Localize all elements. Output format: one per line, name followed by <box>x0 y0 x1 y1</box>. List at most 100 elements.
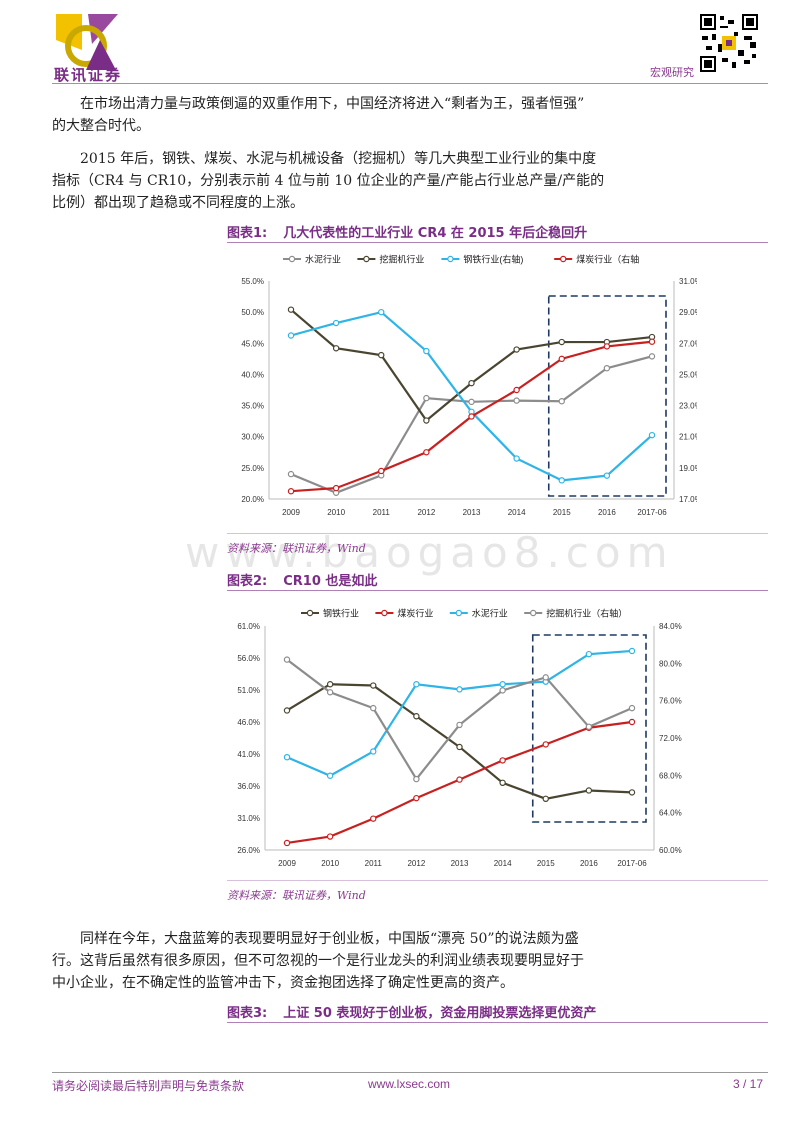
chart-1-series-1-point <box>332 345 340 352</box>
chart-1-y2-tick-label: 23.0% <box>679 402 697 411</box>
chart-1-series-2-point <box>423 347 430 355</box>
chart-2-series-1-point <box>283 839 291 847</box>
chart-2: 26.0% 31.0% 36.0% 41.0% 46.0% 51.0% 56.0% 61.0%… <box>227 596 697 878</box>
chart-2-x-tick-label: 2010 <box>321 859 339 868</box>
chart-2-legend-marker-2 <box>455 609 462 617</box>
figure-3-title: 图表3: 上证 50 表现好于创业板，资金用脚投票选择更优资产 <box>227 1002 596 1021</box>
chart-2-y2-tick-label: 84.0% <box>659 622 682 631</box>
figure-1-number: 图表1: <box>227 226 268 241</box>
figure-1-bottom-rule <box>227 533 768 534</box>
chart-1-series-0-point <box>468 398 475 406</box>
chart-1-series-1-point <box>468 379 475 387</box>
chart-1-series-1-point <box>378 351 385 359</box>
chart-1-legend-marker-2 <box>447 255 454 263</box>
chart-2-series-0-point <box>628 789 636 796</box>
chart-2-x-tick-label: 2009 <box>278 859 296 868</box>
chart-2-y2-tick-label: 72.0% <box>659 734 682 743</box>
chart-1-series-3-point <box>423 449 430 456</box>
chart-2-series-0-point <box>326 681 334 688</box>
chart-1-y-tick-label: 35.0% <box>241 402 264 411</box>
chart-2-y-tick-label: 26.0% <box>237 846 260 855</box>
paragraph-3-line-3: 中小企业，在不确定性的监管冲击下，资金抱团选择了确定性更高的资产。 <box>52 975 514 991</box>
chart-2-legend-label-0: 钢铁行业 <box>323 608 359 619</box>
chart-1-legend-label-2: 钢铁行业(右轴) <box>463 254 523 265</box>
chart-1-highlight-box <box>547 295 667 497</box>
chart-2-series-1-point <box>456 776 463 783</box>
chart-2-series-1-point <box>628 718 636 726</box>
chart-2-series-1-point <box>326 833 334 840</box>
chart-2-legend-marker-0 <box>306 609 314 617</box>
chart-2-x-tick-label: 2014 <box>494 859 512 868</box>
chart-1-x-tick-label: 2011 <box>373 508 391 517</box>
paragraph-1-line-2: 的大整合时代。 <box>52 118 150 134</box>
chart-1-series-0-point <box>648 353 656 360</box>
figure-2-number: 图表2: <box>227 574 268 589</box>
chart-2-series-3-point <box>370 704 377 712</box>
chart-2-series-1-point <box>542 741 549 748</box>
chart-1-series-1-point <box>558 338 565 346</box>
figure-3-caption: 上证 50 表现好于创业板，资金用脚投票选择更优资产 <box>283 1006 597 1021</box>
chart-1-series-3-point <box>513 386 520 394</box>
chart-1-y2-tick-label: 17.0% <box>679 495 697 504</box>
chart-1-series-1-point <box>423 417 430 424</box>
chart-2-svg: 26.0% 31.0% 36.0% 41.0% 46.0% 51.0% 56.0% 61.0%… <box>237 608 682 869</box>
chart-1-series-1-point <box>513 346 520 353</box>
chart-2-series-0-point <box>456 743 463 751</box>
chart-2-x-tick-label: 2016 <box>580 859 598 868</box>
chart-2-series-3-point <box>456 721 463 729</box>
chart-1-y2-tick-label: 25.0% <box>679 370 697 379</box>
chart-2-series-3-point <box>326 689 334 696</box>
chart-2-series-2-point <box>326 772 334 779</box>
chart-1-svg: 20.0% 25.0% 30.0% 35.0% 40.0% 45.0% 50.0% 55.0%… <box>241 254 701 518</box>
chart-1-series-2-point <box>648 431 656 439</box>
header-divider <box>52 83 768 84</box>
chart-1-series-3-point <box>287 488 295 495</box>
chart-2-series-line-2 <box>286 649 633 777</box>
figure-2-bottom-rule <box>227 880 768 881</box>
chart-2-x-tick-label: 2012 <box>407 859 425 868</box>
chart-1-series-2-point <box>378 308 385 316</box>
chart-1-x-tick-label: 2013 <box>463 508 481 517</box>
chart-1-legend-marker-3 <box>560 255 567 263</box>
chart-2-y-tick-label: 41.0% <box>237 750 260 759</box>
figure-2-caption: CR10 也是如此 <box>283 574 378 589</box>
chart-1-series-0-point <box>423 394 430 402</box>
chart-2-x-tick-label: 2013 <box>451 859 469 868</box>
paragraph-3-line-1: 同样在今年，大盘蓝筹的表现要明显好于创业板，中国版“漂亮 50”的说法颇为盛 <box>80 931 579 947</box>
chart-1-series-3-point <box>603 343 611 350</box>
chart-2-series-3-point <box>542 674 549 681</box>
chart-2-series-2-point <box>456 686 463 693</box>
figure-1-caption: 几大代表性的工业行业 CR4 在 2015 年后企稳回升 <box>283 226 588 241</box>
chart-1-series-2-point <box>332 319 340 327</box>
chart-2-series-3-point <box>628 704 636 712</box>
chart-2-legend-label-1: 煤炭行业 <box>397 608 433 619</box>
chart-1-series-2-point <box>603 472 611 479</box>
report-type: 宏观研究 <box>650 66 694 79</box>
chart-1-series-3-point <box>332 484 340 492</box>
chart-1-legend-label-3: 煤炭行业（右轴 <box>576 254 639 265</box>
paragraph-3-line-2: 行。这背后虽然有很多原因，但不可忽视的一个是行业龙头的利润业绩表现要明显好于 <box>52 953 584 969</box>
chart-1: 20.0% 25.0% 30.0% 35.0% 40.0% 45.0% 50.0% 55.0%… <box>227 246 701 532</box>
paragraph-1-line-1: 在市场出清力量与政策倒逼的双重作用下，中国经济将进入“剩者为王，强者恒强” <box>80 96 585 112</box>
chart-2-series-0-point <box>283 707 291 714</box>
chart-1-legend-marker-0 <box>288 255 296 263</box>
company-logo-text: 联讯证券 <box>54 66 123 84</box>
chart-2-series-2-point <box>585 650 593 658</box>
paragraph-2: 2015 年后，钢铁、煤炭、水泥与机械设备（挖掘机）等几大典型工业行业的集中度 … <box>52 148 768 214</box>
chart-2-series-0-point <box>370 682 377 689</box>
paragraph-2-line-1: 2015 年后，钢铁、煤炭、水泥与机械设备（挖掘机）等几大典型工业行业的集中度 <box>80 151 597 167</box>
footer-disclaimer: 请务必阅读最后特别声明与免责条款 <box>52 1079 245 1093</box>
chart-2-y-tick-label: 61.0% <box>237 622 260 631</box>
chart-1-x-tick-label: 2010 <box>327 508 345 517</box>
chart-1-legend-label-1: 挖掘机行业 <box>379 254 424 265</box>
chart-1-y-tick-label: 45.0% <box>241 339 264 348</box>
chart-1-x-tick-label: 2009 <box>282 508 300 517</box>
chart-2-y-tick-label: 56.0% <box>237 654 260 663</box>
chart-1-series-1-point <box>287 306 295 313</box>
chart-1-y2-tick-label: 19.0% <box>679 464 697 473</box>
chart-2-series-1-point <box>370 815 377 822</box>
chart-1-series-0-point <box>513 397 520 404</box>
chart-2-series-3-point <box>283 656 291 663</box>
chart-1-series-2-point <box>287 332 295 339</box>
footer-divider <box>52 1072 768 1073</box>
